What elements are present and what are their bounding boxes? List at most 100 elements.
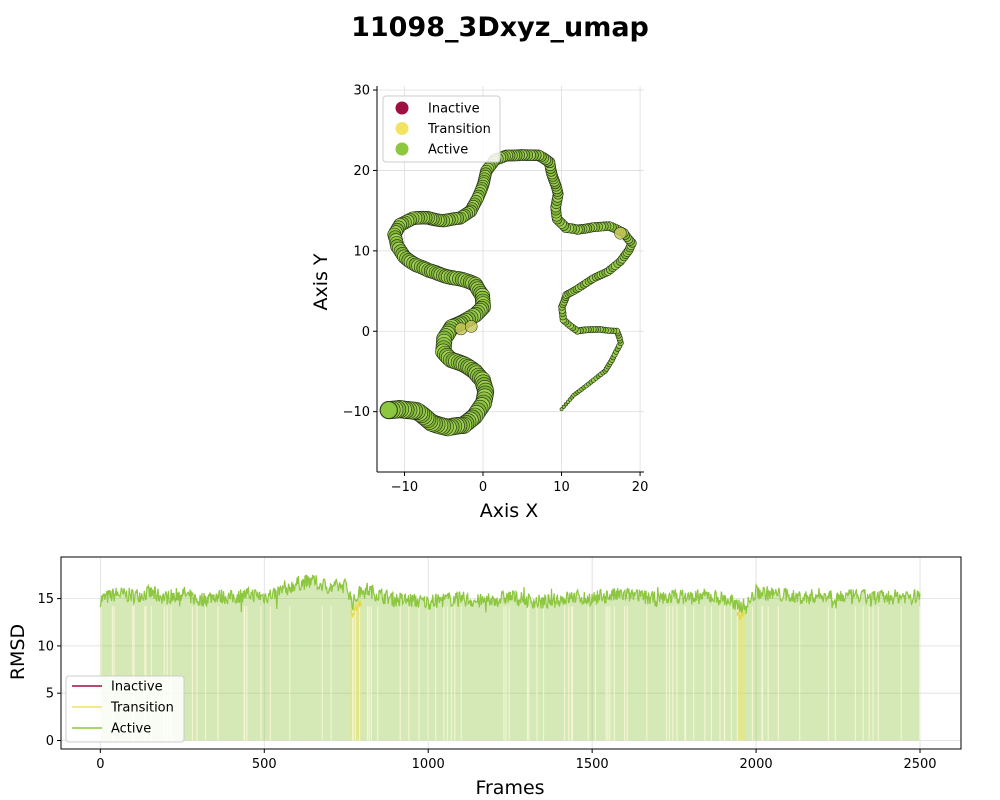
rmsd-transition-stripe [354,606,356,741]
rmsd-transition-stripe [321,606,323,741]
scatter-legend-label: Inactive [428,102,480,117]
scatter-legend: Inactive Transition Active [382,95,501,163]
rmsd-transition-stripe [111,606,114,741]
rmsd-transition-stripe [150,606,153,741]
rmsd-transition-stripe [352,606,354,741]
rmsd-y-tick-label: 5 [46,687,54,702]
rmsd-legend-label: Transition [110,701,174,716]
scatter-x-tick-label: −10 [391,480,418,495]
rmsd-transition-stripe [723,606,726,741]
figure-title: 11098_3Dxyz_umap [351,12,649,43]
scatter-y-tick-label: 20 [353,164,370,179]
rmsd-transition-stripe [668,606,671,741]
rmsd-transition-stripe [868,606,870,741]
rmsd-fill-area [100,574,921,741]
rmsd-transition-stripe [613,606,615,741]
scatter-x-tick-label: 0 [479,480,487,495]
rmsd-transition-stripe [710,606,713,741]
rmsd-transition-stripe [427,606,429,741]
rmsd-transition-stripe [289,606,291,741]
rmsd-transition-stripe [359,606,361,741]
rmsd-transition-stripe [454,606,456,741]
scatter-y-label: Axis Y [310,253,332,310]
rmsd-transition-stripe [799,606,801,741]
rmsd-transition-stripe [587,606,589,741]
rmsd-transition-stripe [704,606,706,741]
rmsd-transition-stripe [862,606,864,741]
rmsd-transition-stripe [217,606,219,741]
rmsd-transition-stripe [777,606,779,741]
scatter-transition-point [614,226,627,240]
scatter-legend-marker [395,122,409,135]
rmsd-active-fill [100,574,921,741]
rmsd-transition-stripe [100,606,102,741]
rmsd-transition-stripe [443,606,445,741]
rmsd-transition-stripe [435,606,437,741]
rmsd-legend: Inactive Transition Active [65,675,185,743]
rmsd-transition-stripe [761,606,763,741]
rmsd-transition-stripe [646,606,648,741]
rmsd-transition-stripe [145,606,147,741]
scatter-x-tick-label: 20 [632,480,649,495]
rmsd-transition-bands [100,600,921,741]
scatter-legend-label: Active [428,143,468,158]
rmsd-grid [61,557,961,749]
scatter-point [559,407,564,412]
rmsd-transition-stripe [693,606,695,741]
rmsd-active-line [99,574,921,614]
rmsd-x-tick-label: 500 [252,757,277,772]
rmsd-transition-stripe [163,606,165,741]
rmsd-legend-label: Inactive [111,680,163,695]
rmsd-line-plot: 0 500 1000 1500 2000 2500 0 5 10 15 Frames RMSD I… [7,556,962,799]
rmsd-transition-band [737,603,746,741]
rmsd-x-tick-label: 2000 [740,757,773,772]
scatter-y-tick-label: 10 [353,244,370,259]
rmsd-x-tick-label: 2500 [903,757,936,772]
rmsd-transition-stripe [196,606,198,741]
rmsd-y-tick-label: 10 [37,639,54,654]
umap-scatter-plot: −10 0 10 20 −10 0 10 20 30 Axis X Axis Y Inactiv… [310,84,648,522]
rmsd-transition-stripe [626,606,628,741]
scatter-y-tick-label: −10 [343,405,370,420]
rmsd-transition-stripe [246,606,248,741]
rmsd-x-label: Frames [475,777,544,799]
rmsd-x-tick-label: 0 [96,757,104,772]
rmsd-transition-stripe [450,606,453,741]
rmsd-transition-stripe [260,606,262,741]
rmsd-transition-stripe [872,606,874,741]
rmsd-transition-stripe [399,606,401,741]
rmsd-transition-stripe [676,606,678,741]
rmsd-transition-stripe [665,606,668,741]
rmsd-transition-stripe [133,606,135,741]
rmsd-transition-stripe [834,606,836,741]
rmsd-transition-stripe [607,606,609,741]
rmsd-transition-stripe [269,606,272,741]
rmsd-transition-stripe [919,606,921,741]
rmsd-transition-stripe [605,606,607,741]
scatter-x-label: Axis X [480,500,538,522]
rmsd-transition-line [736,610,747,621]
rmsd-transition-stripe [508,606,510,741]
rmsd-transition-stripe [377,606,379,741]
rmsd-transition-stripe [571,606,573,741]
rmsd-transition-stripe [170,606,172,741]
scatter-point [561,404,566,409]
rmsd-transition-stripe [568,606,570,741]
rmsd-transition-stripe [767,606,769,741]
scatter-points [379,149,637,437]
scatter-legend-marker [395,142,409,156]
rmsd-transition-stripe [854,606,856,741]
rmsd-transition-stripe [761,606,764,741]
rmsd-transition-stripe [418,606,420,741]
rmsd-transition-stripe [446,606,449,741]
scatter-transition-point [464,320,478,333]
rmsd-transition-stripe [719,606,721,741]
rmsd-transition-stripe [528,606,530,741]
scatter-legend-box [382,95,501,163]
rmsd-y-label: RMSD [7,624,29,680]
rmsd-transition-stripe [132,606,134,741]
rmsd-y-tick-label: 15 [37,592,54,607]
scatter-y-tick-label: 30 [353,84,370,99]
rmsd-transition-stripe [408,606,410,741]
rmsd-transition-stripe [526,606,529,741]
